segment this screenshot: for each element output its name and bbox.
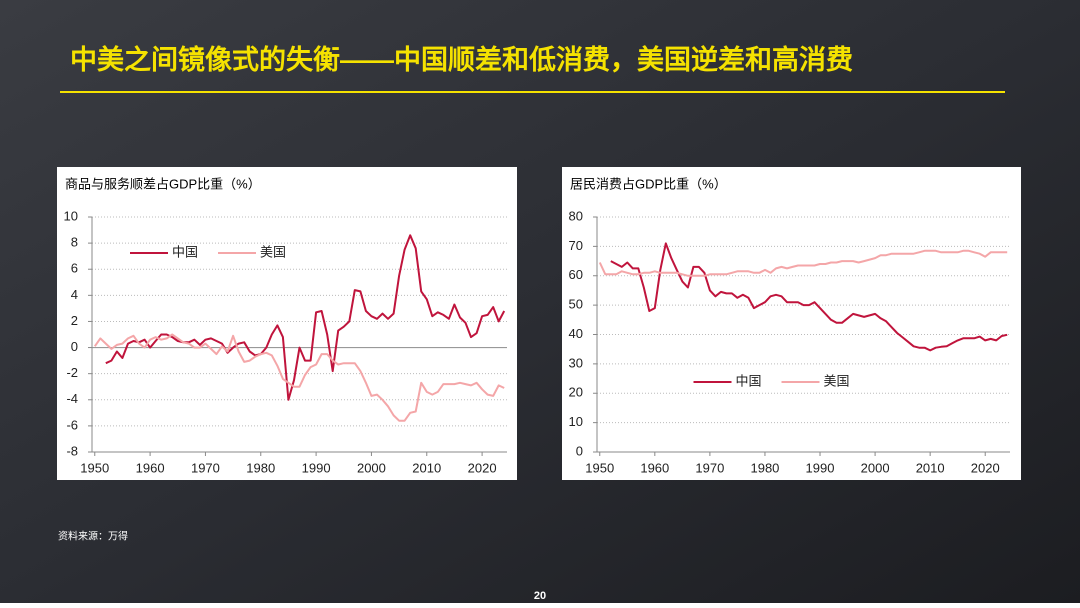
x-tick-label: 1990 bbox=[302, 460, 331, 475]
y-tick-label: -2 bbox=[66, 365, 78, 380]
x-tick-label: 1990 bbox=[806, 460, 835, 475]
series-line bbox=[105, 234, 506, 401]
chart-title: 居民消费占GDP比重（%） bbox=[570, 176, 727, 191]
x-tick-label: 1970 bbox=[191, 460, 220, 475]
y-tick-label: -8 bbox=[66, 443, 78, 458]
x-tick-label: 1950 bbox=[585, 460, 614, 475]
y-tick-label: 0 bbox=[576, 443, 583, 458]
x-tick-label: 2020 bbox=[971, 460, 1000, 475]
y-tick-label: 6 bbox=[71, 261, 78, 276]
x-tick-label: 1960 bbox=[640, 460, 669, 475]
x-tick-label: 1970 bbox=[695, 460, 724, 475]
series-line bbox=[598, 249, 1008, 277]
chart: 居民消费占GDP比重（%） 0 10 20 30 40 50 60 70 80 1950 1960 19… bbox=[562, 167, 1021, 480]
legend-label: 中国 bbox=[736, 373, 762, 388]
x-tick-label: 1980 bbox=[750, 460, 779, 475]
y-tick-label: 70 bbox=[569, 238, 583, 253]
y-tick-label: 4 bbox=[71, 287, 78, 302]
y-tick-label: 50 bbox=[569, 297, 583, 312]
x-tick-label: 2000 bbox=[357, 460, 386, 475]
slide-title: 中美之间镜像式的失衡——中国顺差和低消费，美国逆差和高消费 bbox=[70, 44, 853, 75]
x-tick-label: 1960 bbox=[136, 460, 165, 475]
x-tick-label: 2000 bbox=[861, 460, 890, 475]
series-line bbox=[610, 242, 1008, 352]
y-tick-label: 2 bbox=[71, 313, 78, 328]
legend-label: 美国 bbox=[260, 244, 286, 259]
y-tick-label: 20 bbox=[569, 385, 583, 400]
y-tick-label: -4 bbox=[66, 391, 78, 406]
legend-label: 中国 bbox=[172, 244, 198, 259]
x-tick-label: 2020 bbox=[468, 460, 497, 475]
y-tick-label: 30 bbox=[569, 355, 583, 370]
y-tick-label: 10 bbox=[64, 208, 78, 223]
chart-panel bbox=[57, 167, 517, 480]
page-number: 20 bbox=[534, 590, 546, 602]
y-tick-label: 40 bbox=[569, 326, 583, 341]
x-tick-label: 1980 bbox=[246, 460, 275, 475]
y-tick-label: 80 bbox=[569, 208, 583, 223]
source-note: 资料来源：万得 bbox=[58, 530, 128, 543]
x-tick-label: 1950 bbox=[80, 460, 109, 475]
x-tick-label: 2010 bbox=[916, 460, 945, 475]
chart-panel bbox=[562, 167, 1021, 480]
series-line bbox=[93, 333, 505, 422]
chart-title: 商品与服务顺差占GDP比重（%） bbox=[65, 176, 261, 191]
y-tick-label: 0 bbox=[71, 339, 78, 354]
y-tick-label: 8 bbox=[71, 235, 78, 250]
y-tick-label: -6 bbox=[66, 417, 78, 432]
chart: 商品与服务顺差占GDP比重（%） -8 -6 -4 -2 0 2 4 6 8 10 1950 1960 1… bbox=[57, 167, 517, 480]
y-tick-label: 60 bbox=[569, 267, 583, 282]
legend-label: 美国 bbox=[824, 373, 850, 388]
x-tick-label: 2010 bbox=[412, 460, 441, 475]
y-tick-label: 10 bbox=[569, 414, 583, 429]
